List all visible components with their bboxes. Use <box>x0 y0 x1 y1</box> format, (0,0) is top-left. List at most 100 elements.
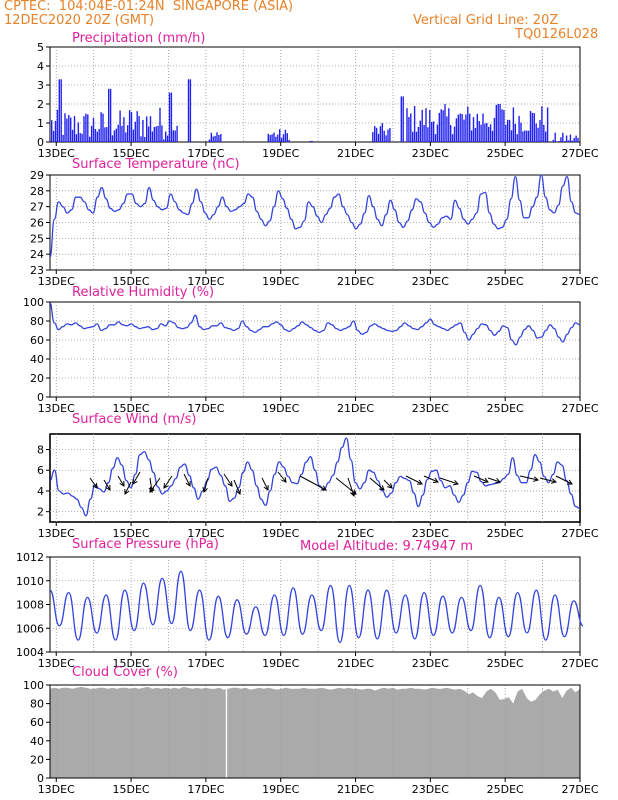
x-tick-label: 27DEC <box>561 657 598 670</box>
x-tick-label: 21DEC <box>337 275 374 288</box>
wind-arrow <box>555 475 573 485</box>
precip-bar <box>174 130 176 142</box>
precip-bar <box>85 113 87 142</box>
x-tick-label: 21DEC <box>337 402 374 415</box>
precip-bar <box>282 134 285 142</box>
x-tick-label: 19DEC <box>262 147 299 160</box>
x-tick-label: 25DEC <box>487 402 524 415</box>
precip-bar <box>440 109 442 142</box>
precip-bar <box>461 113 463 142</box>
precip-bar <box>267 133 269 142</box>
precip-bar <box>90 125 93 142</box>
precip-bar <box>413 106 416 142</box>
precip-bar <box>73 115 76 142</box>
precip-bar <box>155 126 157 142</box>
precip-bar <box>527 130 530 142</box>
precip-bar <box>113 130 116 142</box>
precip-bar <box>115 128 117 142</box>
precip-bar <box>81 133 83 142</box>
x-tick-label: 19DEC <box>262 783 299 796</box>
precip-bar <box>524 130 526 142</box>
precip-bar <box>552 139 554 142</box>
header-model-id: TQ0126L028 <box>515 27 599 42</box>
precip-bar <box>410 113 412 142</box>
y-tick-label: 40 <box>30 353 44 366</box>
wind-arrow <box>277 471 287 483</box>
x-tick-label: 17DEC <box>187 783 224 796</box>
wind-arrow-head <box>124 488 130 495</box>
wind-arrow-head <box>551 478 558 484</box>
y-tick-label: 8 <box>37 444 44 457</box>
y-tick-label: 1010 <box>16 575 44 588</box>
series-line <box>49 302 581 346</box>
y-tick-label: 80 <box>30 698 44 711</box>
precip-bar <box>123 117 125 142</box>
wind-arrow-head <box>163 482 169 489</box>
precip-bar <box>142 119 144 142</box>
precip-bar <box>106 127 108 142</box>
y-tick-label: 23 <box>30 264 44 277</box>
wind-arrow-head <box>566 479 573 485</box>
x-tick-label: 13DEC <box>38 527 75 540</box>
wind-arrow <box>347 477 355 497</box>
header-location: CPTEC: 104:04E-01:24N SINGAPORE (ASIA) <box>4 0 294 14</box>
precip-bar <box>432 121 435 142</box>
precip-bar <box>375 127 378 142</box>
precip-bar <box>448 108 450 142</box>
precip-bar <box>70 117 72 142</box>
precip-bar <box>89 136 91 142</box>
precip-bar <box>419 120 421 142</box>
precip-bar <box>453 126 456 142</box>
y-tick-label: 100 <box>23 679 44 692</box>
wind-arrow-head <box>119 480 125 487</box>
precip-bar <box>457 114 459 142</box>
plot-frame <box>49 46 581 143</box>
precip-bar <box>577 137 579 142</box>
precip-bar <box>516 134 518 142</box>
x-tick-label: 13DEC <box>38 657 75 670</box>
precip-bar <box>77 122 79 142</box>
chart-title: Surface Pressure (hPa) <box>72 537 219 552</box>
y-tick-label: 1008 <box>16 599 44 612</box>
precip-bar <box>512 107 515 142</box>
precip-bar <box>286 133 288 142</box>
x-tick-label: 15DEC <box>113 147 150 160</box>
precip-bar <box>149 116 152 142</box>
plot-frame <box>49 433 581 523</box>
precip-bar <box>176 125 178 142</box>
precip-bar <box>168 92 171 142</box>
series-line <box>49 174 581 258</box>
precip-bar <box>423 124 425 142</box>
precip-bar <box>62 134 64 142</box>
precip-bar <box>381 123 383 142</box>
precip-bar <box>565 135 568 142</box>
x-tick-label: 23DEC <box>412 275 449 288</box>
precip-bar <box>425 108 427 142</box>
model-altitude: Model Altitude: 9.74947 m <box>300 539 474 554</box>
wind-arrow-head <box>452 479 459 486</box>
x-tick-label: 25DEC <box>487 147 524 160</box>
precip-bar <box>472 117 475 142</box>
header-grid-line: Vertical Grid Line: 20Z <box>413 13 559 28</box>
wind-arrow-head <box>416 479 423 485</box>
precip-bar <box>383 130 385 142</box>
precip-bar <box>127 125 129 142</box>
x-tick-label: 17DEC <box>187 275 224 288</box>
y-tick-label: 2 <box>37 506 44 519</box>
precip-bar <box>465 114 467 142</box>
precip-bar <box>431 121 433 142</box>
x-tick-label: 25DEC <box>487 527 524 540</box>
y-tick-label: 29 <box>30 169 44 182</box>
precip-bar <box>478 120 480 142</box>
y-tick-label: 1012 <box>16 551 44 564</box>
precip-bar <box>134 121 136 142</box>
precip-bar <box>98 128 100 142</box>
wind-arrow-head <box>349 490 356 497</box>
wind-arrow <box>117 475 125 487</box>
x-tick-label: 25DEC <box>487 783 524 796</box>
chart-title: Surface Temperature (nC) <box>72 157 240 172</box>
precip-bar <box>429 109 431 142</box>
wind-arrow <box>439 477 459 485</box>
precip-bar <box>109 88 112 142</box>
wind-arrow <box>473 475 489 483</box>
